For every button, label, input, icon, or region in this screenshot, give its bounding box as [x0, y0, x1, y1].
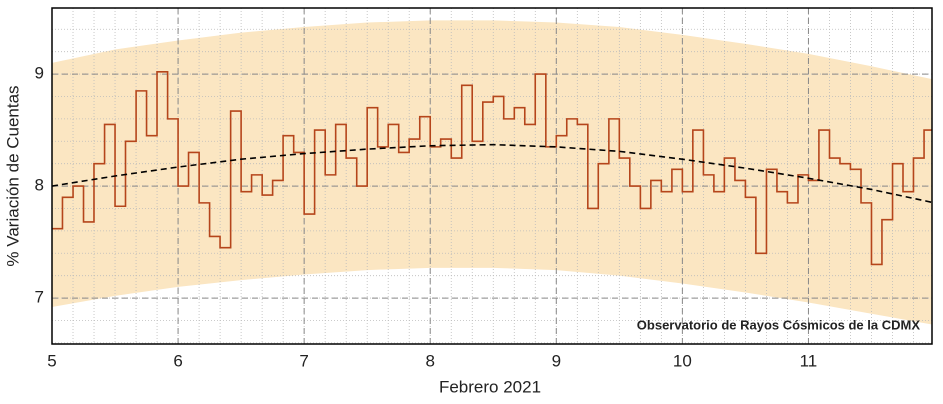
x-tick-label: 8: [425, 351, 434, 370]
data-line: [52, 71, 932, 266]
y-tick-label: 7: [35, 288, 44, 307]
plot-frame: [51, 7, 933, 345]
y-axis-label: % Variación de Cuentas: [3, 85, 22, 266]
x-tick-label: 11: [800, 351, 818, 370]
x-tick-label: 10: [673, 351, 692, 370]
plot-area: [52, 8, 932, 344]
y-tick-label: 9: [35, 64, 44, 83]
x-axis-label: Febrero 2021: [439, 377, 541, 396]
annotation: Observatorio de Rayos Cósmicos de la CDM…: [637, 317, 921, 332]
y-tick-label: 8: [35, 176, 44, 195]
x-tick-label: 9: [552, 351, 561, 370]
confidence-band: [52, 20, 932, 325]
x-tick-label: 6: [173, 351, 182, 370]
x-tick-label: 7: [299, 351, 308, 370]
fit-curve: [52, 143, 932, 204]
x-tick-label: 5: [47, 351, 56, 370]
